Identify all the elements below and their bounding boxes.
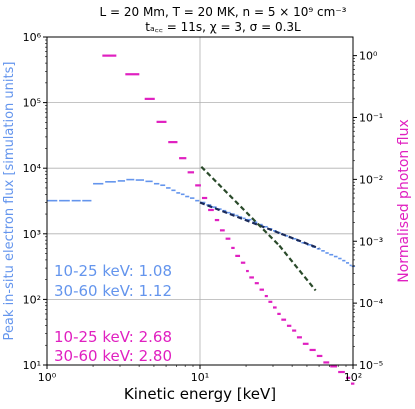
x-tick-label: 10⁰: [38, 371, 57, 384]
chart-title-line2: tₐ꜀꜀ = 11s, χ = 3, σ = 0.3L: [145, 20, 301, 34]
electron-fit-line: [199, 201, 282, 235]
annotation-blue-10-25: 10-25 keV: 1.08: [54, 262, 172, 280]
photon-flux-series: [102, 54, 355, 385]
y-right-tick-label: 10⁻²: [359, 173, 383, 186]
annotation-blue-30-60: 30-60 keV: 1.12: [54, 282, 172, 300]
y-left-tick-label: 10³: [23, 228, 41, 241]
x-tick-label: 10²: [344, 371, 362, 384]
y-axis-right-label: Normalised photon flux: [396, 119, 412, 282]
photon-fit-line: [278, 244, 317, 292]
fit-lines: [199, 165, 320, 292]
electron-fit-line: [280, 232, 320, 250]
tick-layer: 10⁰ 10¹ 10²10¹10²10³10⁴10⁵10⁶10⁻⁵10⁻⁴10⁻³1…: [23, 31, 384, 384]
y-left-tick-label: 10⁴: [23, 162, 42, 175]
y-left-tick-label: 10¹: [23, 359, 41, 372]
annotation-magenta-30-60: 30-60 keV: 2.80: [54, 347, 172, 365]
photon-fit-line: [200, 165, 281, 247]
y-left-tick-label: 10⁶: [23, 31, 42, 44]
electron-flux-series: [47, 178, 356, 268]
y-axis-left-label: Peak in-situ electron flux [simulation u…: [2, 62, 17, 341]
y-right-tick-label: 10⁰: [359, 50, 378, 63]
y-right-tick-label: 10⁻⁴: [359, 297, 384, 310]
x-axis-label: Kinetic energy [keV]: [124, 385, 276, 403]
x-tick-label: 10¹: [191, 371, 209, 384]
annotation-magenta-10-25: 10-25 keV: 2.68: [54, 328, 172, 346]
y-left-tick-label: 10²: [23, 293, 41, 306]
y-right-tick-label: 10⁻³: [359, 235, 383, 248]
y-right-tick-label: 10⁻¹: [359, 112, 383, 125]
chart-title-line1: L = 20 Mm, T = 20 MK, n = 5 × 10⁹ cm⁻³: [99, 5, 346, 19]
y-right-tick-label: 10⁻⁵: [359, 359, 383, 372]
grid-layer: [47, 37, 353, 365]
y-left-tick-label: 10⁵: [23, 97, 41, 110]
